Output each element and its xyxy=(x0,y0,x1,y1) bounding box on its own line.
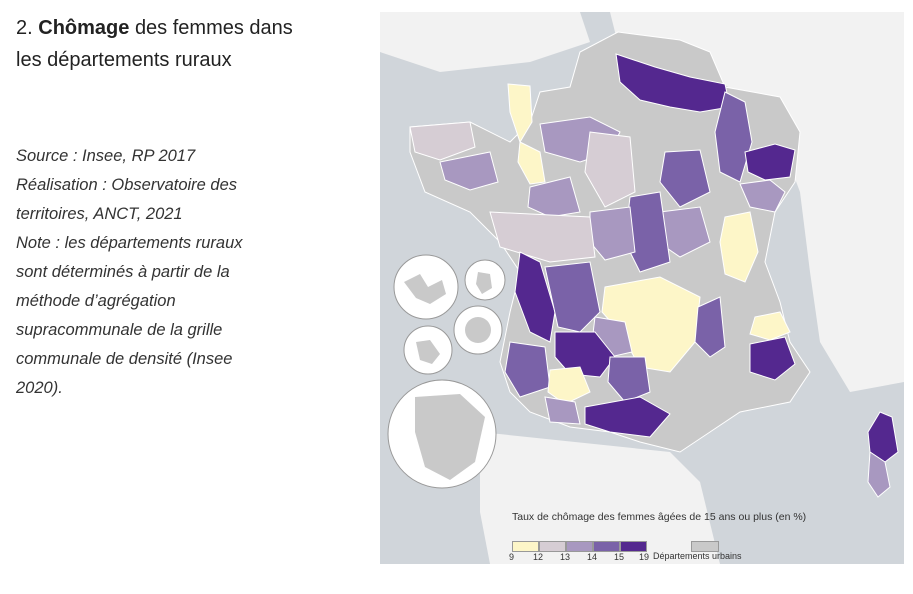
dept-aube-marne xyxy=(659,149,711,208)
caption-source: Source : Insee, RP 2017 xyxy=(16,147,196,165)
legend-title: Taux de chômage des femmes âgées de 15 a… xyxy=(512,511,807,523)
dept-vendee-charente xyxy=(514,251,556,343)
dept-maine-loire xyxy=(489,211,596,263)
dept-hautes-pyrenees xyxy=(544,396,581,425)
dept-sarthe xyxy=(527,176,581,218)
legend-class-5 xyxy=(620,541,647,552)
dept-vienne-deux-sevres xyxy=(544,261,601,333)
map-title: 2. Chômage des femmes dans les départeme… xyxy=(16,12,316,76)
spain-land xyxy=(480,432,720,564)
dept-vosges xyxy=(739,179,786,213)
dept-nord-aisne xyxy=(615,53,731,113)
dept-alpes-haute-provence xyxy=(749,336,796,381)
legend-class-4 xyxy=(593,541,620,552)
dept-finistere xyxy=(409,121,476,161)
neighbouring-land xyxy=(610,12,904,392)
title-number: 2. xyxy=(16,17,33,39)
inset-martinique xyxy=(403,325,453,375)
uk-land xyxy=(380,12,590,72)
inset-guadeloupe xyxy=(393,254,459,320)
legend-break-4: 15 xyxy=(614,552,625,562)
inset-guyane xyxy=(387,379,497,489)
dept-hautes-alpes xyxy=(749,311,791,341)
inset-mayotte xyxy=(464,259,506,301)
dept-lorraine xyxy=(744,143,796,181)
dept-landes xyxy=(504,341,551,398)
legend-break-3: 14 xyxy=(587,552,598,562)
dept-dordogne-lot xyxy=(554,331,616,378)
legend-class-2 xyxy=(539,541,566,552)
legend-break-0: 9 xyxy=(509,552,515,562)
france-map xyxy=(380,12,904,564)
dept-aude-herault xyxy=(584,396,671,438)
title-bold: Chômage xyxy=(38,17,130,39)
legend-break-1: 12 xyxy=(533,552,544,562)
dept-mayenne xyxy=(517,141,546,185)
dept-jura-doubs xyxy=(719,211,759,283)
legend-break-2: 13 xyxy=(560,552,571,562)
map-panel xyxy=(380,12,904,564)
legend-urban-swatch xyxy=(691,541,719,552)
dept-gers xyxy=(547,366,591,405)
dept-eure-loir xyxy=(584,131,636,208)
legend-class-3 xyxy=(566,541,593,552)
legend-urban-label: Départements urbains xyxy=(653,551,742,561)
caption-realisation: Réalisation : Observatoire des territoir… xyxy=(16,176,238,223)
dept-cotes-morbihan xyxy=(439,151,499,191)
map-caption: Source : Insee, RP 2017 Réalisation : Ob… xyxy=(16,142,276,403)
legend-class-1 xyxy=(512,541,539,552)
title-rest: des femmes dans les départements ruraux xyxy=(16,17,293,71)
corsica-south xyxy=(867,451,891,498)
dept-drome-ardeche xyxy=(694,296,726,358)
dept-ardennes xyxy=(714,91,753,183)
inset-reunion xyxy=(453,305,503,355)
dept-manche xyxy=(507,83,533,144)
caption-note: Note : les départements ruraux sont déte… xyxy=(16,234,243,397)
legend-break-5: 19 xyxy=(639,552,650,562)
legend-bar xyxy=(512,541,647,552)
